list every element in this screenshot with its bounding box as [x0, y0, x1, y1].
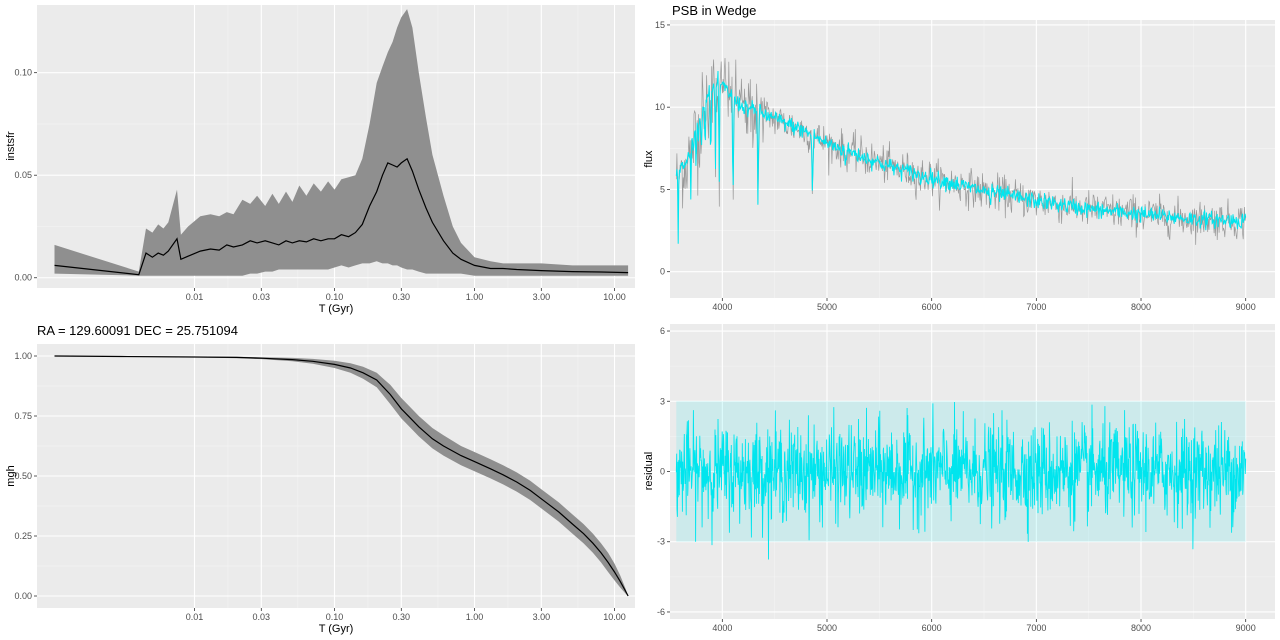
- x-tick-label: 10.00: [603, 292, 626, 302]
- x-tick-label: 5000: [817, 302, 837, 312]
- x-tick-label: 10.00: [603, 612, 626, 622]
- instsfr-y-ticks: 0.00 0.05 0.10: [14, 68, 37, 283]
- spectrum-y-axis-label: flux: [643, 150, 655, 168]
- x-tick-label: 6000: [922, 302, 942, 312]
- x-tick-label: 0.01: [186, 612, 204, 622]
- y-tick-label: 10: [655, 102, 665, 112]
- x-tick-label: 4000: [712, 623, 732, 633]
- instsfr-x-ticks: 0.01 0.03 0.10 0.30 1.00 3.00 10.00: [186, 288, 626, 302]
- y-tick-label: 0.00: [14, 591, 32, 601]
- y-tick-label: 0: [660, 467, 665, 477]
- x-tick-label: 0.10: [326, 292, 344, 302]
- y-tick-label: 0.00: [14, 273, 32, 283]
- mgh-credible-band: [54, 356, 629, 596]
- x-tick-label: 0.03: [253, 292, 271, 302]
- instsfr-panel: 0.01 0.03 0.10 0.30 1.00 3.00 10.00 0.000.050.…: [5, 5, 635, 315]
- spectrum-y-ticks: 0 5 10 15: [655, 20, 670, 277]
- x-tick-label: 8000: [1131, 623, 1151, 633]
- x-tick-label: 9000: [1236, 302, 1256, 312]
- x-tick-label: 4000: [712, 302, 732, 312]
- x-tick-label: 0.30: [393, 292, 411, 302]
- x-tick-label: 0.01: [186, 292, 204, 302]
- y-tick-label: 3: [660, 396, 665, 406]
- spectrum-x-ticks: 4000 5000 6000 7000 8000 9000: [712, 298, 1256, 312]
- y-tick-label: 15: [655, 20, 665, 30]
- x-tick-label: 3.00: [533, 292, 551, 302]
- y-tick-label: 6: [660, 326, 665, 336]
- instsfr-median-line: [54, 157, 629, 276]
- mgh-median-line: [54, 355, 629, 597]
- y-tick-label: 0.25: [14, 531, 32, 541]
- spectrum-panel: PSB in Wedge 4000 5000 6000 7000 8000 9000 0 5…: [643, 3, 1275, 312]
- instsfr-y-gridlines: [37, 72, 635, 279]
- x-tick-label: 7000: [1026, 302, 1046, 312]
- mgh-minor-y-gridlines: [37, 385, 635, 567]
- x-tick-label: 9000: [1236, 623, 1256, 633]
- model-spectrum-line: [675, 70, 1247, 244]
- x-tick-label: 3.00: [533, 612, 551, 622]
- y-tick-label: 0.05: [14, 170, 32, 180]
- mgh-y-axis-label: mgh: [5, 465, 17, 486]
- mgh-panel: RA = 129.60091 DEC = 25.751094 0.01 0.03 0…: [5, 323, 635, 635]
- y-tick-label: -6: [657, 607, 665, 617]
- y-tick-label: 5: [660, 184, 665, 194]
- instsfr-credible-band: [54, 9, 629, 276]
- residual-y-ticks: -6 -3 0 3 6: [657, 326, 670, 617]
- residual-panel: 4000 5000 6000 7000 8000 9000 -6 -3 0 3 6 residua…: [643, 324, 1275, 633]
- x-tick-label: 1.00: [466, 292, 484, 302]
- instsfr-y-axis-label: instsfr: [5, 131, 17, 161]
- mgh-x-ticks: 0.01 0.03 0.10 0.30 1.00 3.00 10.00: [186, 608, 626, 622]
- x-tick-label: 1.00: [466, 612, 484, 622]
- mgh-x-axis-label: T (Gyr): [319, 623, 354, 635]
- spectrum-minor-y-gridlines: [670, 65, 1275, 231]
- mgh-title: RA = 129.60091 DEC = 25.751094: [37, 323, 238, 338]
- y-tick-label: -3: [657, 537, 665, 547]
- y-tick-label: 1.00: [14, 351, 32, 361]
- x-tick-label: 6000: [922, 623, 942, 633]
- mgh-y-ticks: 0.00 0.25 0.50 0.75 1.00: [14, 351, 37, 601]
- x-tick-label: 7000: [1026, 623, 1046, 633]
- residual-x-ticks: 4000 5000 6000 7000 8000 9000: [712, 619, 1256, 633]
- residual-y-axis-label: residual: [643, 452, 655, 491]
- x-tick-label: 0.10: [326, 612, 344, 622]
- x-tick-label: 5000: [817, 623, 837, 633]
- x-tick-label: 0.03: [253, 612, 271, 622]
- spectrum-x-gridlines: [721, 20, 1247, 298]
- y-tick-label: 0.50: [14, 471, 32, 481]
- y-tick-label: 0.75: [14, 411, 32, 421]
- y-tick-label: 0.10: [14, 68, 32, 78]
- mgh-y-gridlines: [37, 355, 635, 597]
- spectrum-plot-area: [670, 20, 1275, 298]
- spectrum-title: PSB in Wedge: [672, 3, 756, 18]
- x-tick-label: 0.30: [393, 612, 411, 622]
- x-tick-label: 8000: [1131, 302, 1151, 312]
- residual-line: [675, 401, 1247, 560]
- instsfr-x-axis-label: T (Gyr): [319, 303, 354, 315]
- y-tick-label: 0: [660, 267, 665, 277]
